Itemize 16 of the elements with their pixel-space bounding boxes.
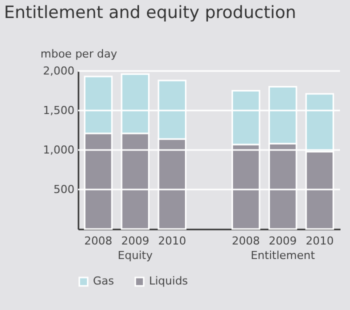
text: Entitlement <box>250 249 316 262</box>
legend-label: Liquids <box>149 274 188 288</box>
x-tick-label: 2008 <box>232 234 260 248</box>
y-tick-label: 1,000 <box>43 144 74 156</box>
x-tick-label: 2009 <box>121 234 150 248</box>
y-tick-label: 1,500 <box>43 104 74 117</box>
legend-label: Gas <box>93 274 114 288</box>
x-tick-label: 2010 <box>306 234 334 248</box>
x-tick-label: 2009 <box>268 234 297 248</box>
chart-title: Entitlement and equity production <box>4 3 296 23</box>
y-tick-label: 500 <box>54 183 74 196</box>
text: Equity <box>118 249 154 262</box>
x-tick-label: 2008 <box>84 234 112 248</box>
y-tick-label: 2,000 <box>43 64 74 78</box>
x-tick-label: 2010 <box>158 234 186 248</box>
y-axis-title: mboe per day <box>40 48 118 60</box>
